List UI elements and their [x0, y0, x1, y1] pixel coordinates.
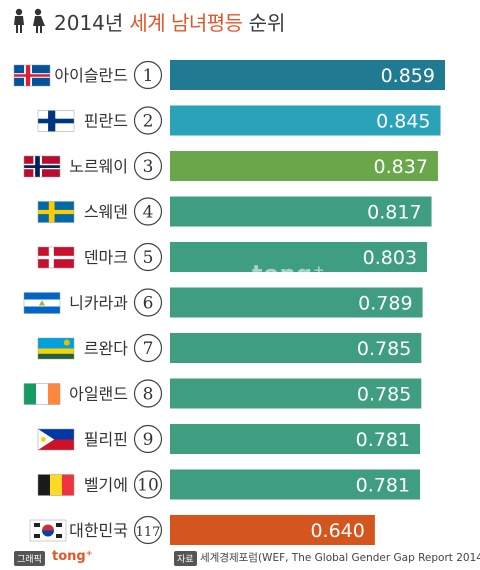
chart-row: 르완다 7 0.785	[37, 333, 422, 363]
country-label: 아일랜드	[69, 385, 128, 404]
graphic-tag: 그래픽	[14, 551, 45, 566]
bar	[170, 151, 438, 181]
rank-label: 10	[137, 476, 159, 496]
rank-label: 3	[143, 157, 154, 177]
iceland-flag-icon	[13, 64, 51, 87]
belgium-flag-icon	[37, 474, 75, 496]
bar	[170, 424, 421, 454]
country-label: 필리핀	[84, 430, 128, 449]
south-korea-flag-icon	[29, 519, 67, 542]
rank-label: 2	[143, 112, 154, 132]
sweden-flag-icon	[37, 201, 75, 223]
finland-flag-icon	[37, 110, 75, 132]
source-text: 세계경제포럼(WEF, The Global Gender Gap Report…	[200, 552, 480, 564]
rank-label: 9	[143, 430, 154, 450]
value-label: 0.803	[363, 247, 417, 269]
country-label: 핀란드	[84, 112, 128, 131]
bar	[170, 196, 432, 227]
nicaragua-flag-icon	[23, 292, 61, 314]
country-label: 대한민국	[69, 521, 128, 540]
rank-badge: 9	[133, 424, 163, 454]
country-label: 스웨덴	[84, 203, 128, 222]
country-label: 아이슬란드	[54, 66, 128, 85]
chart-row: 덴마크 5 0.803	[37, 242, 428, 272]
bar	[170, 469, 421, 500]
rank-badge: 5	[133, 242, 163, 272]
chart-row: 벨기에 10 0.781	[37, 469, 421, 500]
value-label: 0.785	[357, 384, 411, 406]
value-label: 0.785	[357, 338, 411, 360]
brand-logo: tong⁺	[52, 549, 93, 564]
country-label: 노르웨이	[69, 157, 128, 176]
ireland-flag-icon	[23, 383, 61, 405]
chart-row: 노르웨이 3 0.837	[23, 151, 438, 181]
country-label: 니카라과	[69, 294, 128, 313]
rank-badge: 7	[133, 333, 163, 363]
rank-label: 5	[143, 248, 154, 268]
country-label: 벨기에	[84, 476, 128, 495]
bar	[170, 105, 441, 136]
rwanda-flag-icon	[37, 337, 75, 360]
bar-chart: 아이슬란드 1 0.859 핀란드 2 0.845 노르웨이 3 0.837 스웨덴 4 0.817 덴…	[13, 60, 445, 545]
chart-row: 아일랜드 8 0.785	[23, 378, 422, 409]
bar	[170, 333, 422, 363]
rank-label: 1	[143, 66, 154, 86]
rank-label: 8	[143, 385, 154, 405]
people-icon	[14, 8, 45, 33]
chart-row: 핀란드 2 0.845	[37, 105, 441, 136]
rank-badge: 4	[133, 197, 163, 226]
value-label: 0.837	[374, 156, 428, 178]
value-label: 0.817	[367, 202, 421, 224]
bar	[170, 60, 445, 90]
country-label: 르완다	[84, 339, 128, 358]
rank-badge: 117	[133, 515, 163, 545]
watermark: tong⁺	[252, 262, 326, 287]
philippines-flag-icon	[37, 428, 75, 451]
value-label: 0.859	[381, 65, 435, 87]
bar	[170, 287, 423, 318]
rank-badge: 2	[133, 106, 163, 135]
rank-badge: 10	[133, 470, 163, 499]
chart-row: 스웨덴 4 0.817	[37, 196, 432, 227]
bar	[170, 515, 375, 545]
rank-label: 7	[143, 339, 154, 359]
chart-row: 니카라과 6 0.789	[23, 287, 423, 318]
title-year: 2014년	[54, 10, 124, 35]
country-label: 덴마크	[84, 248, 128, 267]
denmark-flag-icon	[37, 246, 75, 269]
rank-badge: 8	[133, 379, 163, 408]
value-label: 0.845	[376, 111, 430, 133]
chart-row: 아이슬란드 1 0.859	[13, 60, 445, 90]
source-tag: 자료	[174, 551, 197, 566]
footer: 그래픽 tong⁺ 자료 세계경제포럼(WEF, The Global Gend…	[0, 548, 480, 570]
chart-row: 필리핀 9 0.781	[37, 424, 421, 454]
bar	[170, 378, 422, 409]
title-suffix: 순위	[248, 10, 286, 35]
norway-flag-icon	[23, 155, 61, 178]
value-label: 0.781	[356, 429, 410, 451]
rank-badge: 3	[133, 151, 163, 181]
rank-badge: 1	[133, 60, 163, 90]
rank-label: 6	[143, 294, 154, 314]
bar	[170, 242, 428, 272]
value-label: 0.781	[356, 475, 410, 497]
chart-row: 대한민국 117 0.640	[29, 515, 375, 545]
value-label: 0.789	[358, 293, 412, 315]
value-label: 0.640	[310, 520, 364, 542]
rank-label: 4	[143, 203, 154, 223]
title-highlight: 세계 남녀평등	[129, 10, 243, 35]
chart-title: 2014년 세계 남녀평등 순위	[10, 6, 285, 36]
rank-label: 117	[136, 525, 161, 540]
rank-badge: 6	[133, 288, 163, 317]
